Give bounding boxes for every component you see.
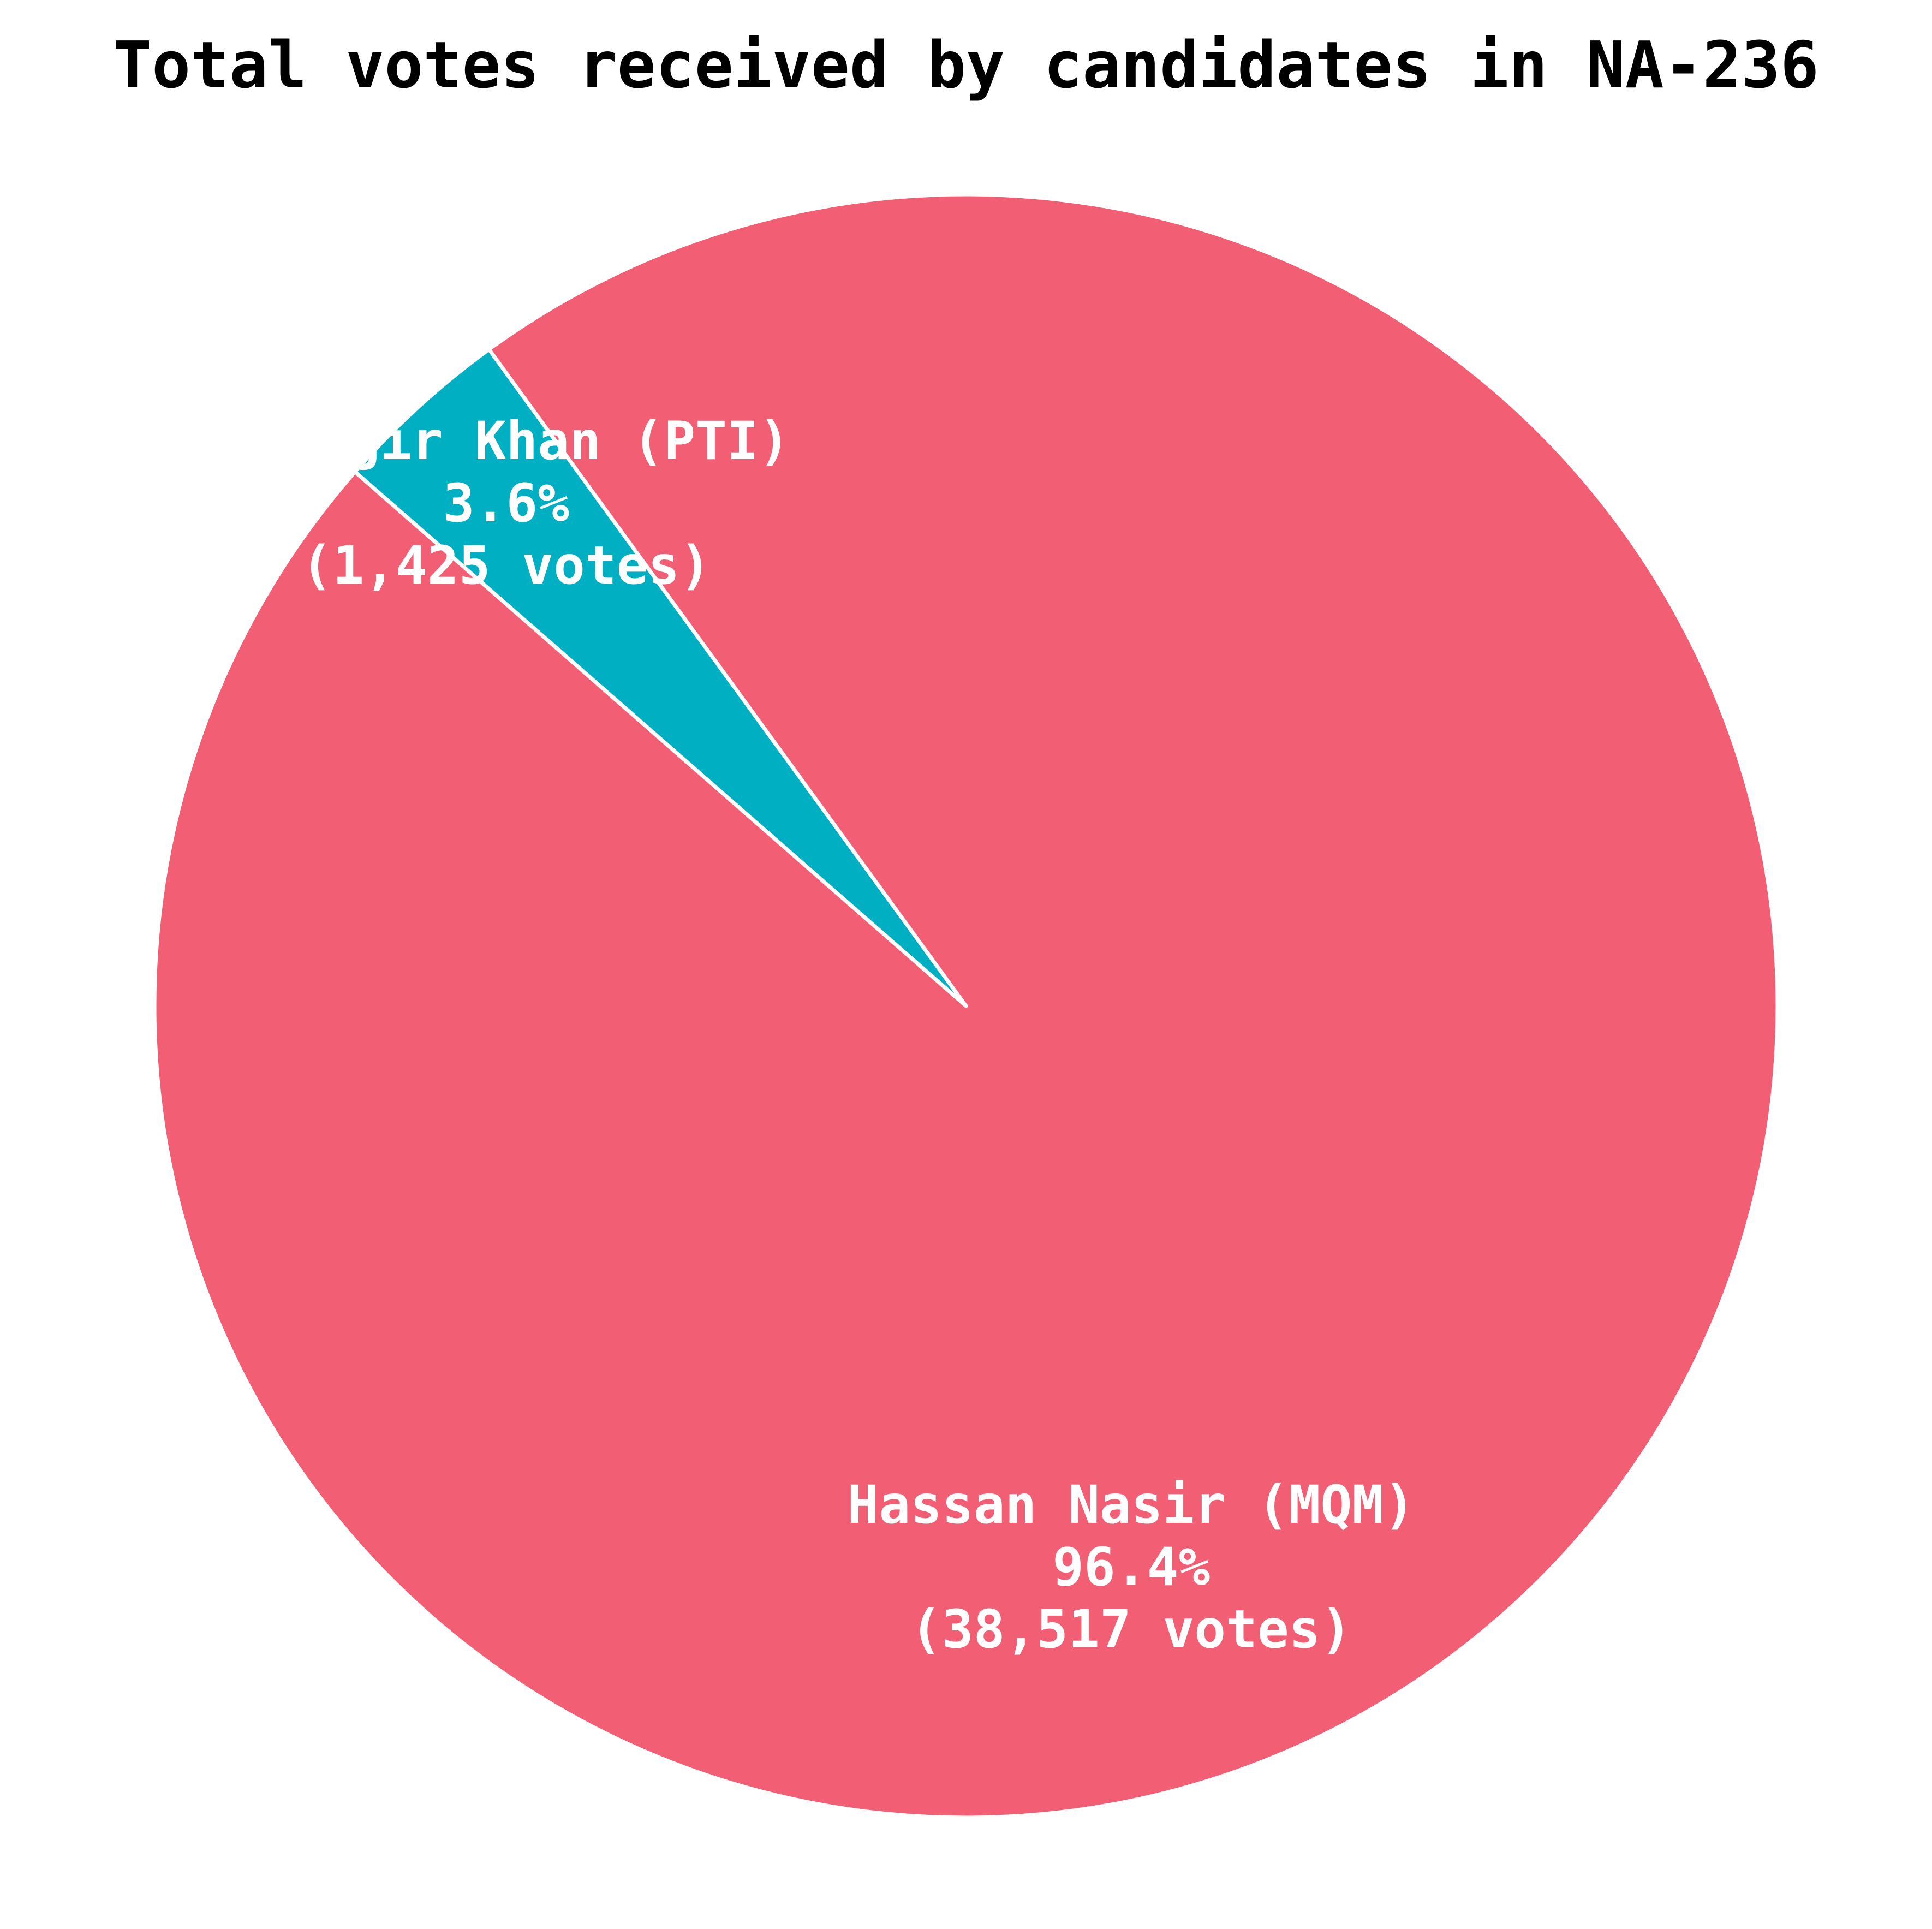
pie-slice — [353, 347, 968, 1008]
chart-title: Total votes received by candidates in NA… — [113, 27, 1819, 103]
slice-name-label: Hassan Nasir (MQM) — [848, 1474, 1415, 1535]
slice-percent-label: 96.4% — [1052, 1537, 1210, 1598]
pie-slices — [152, 192, 1780, 1820]
slice-percent-label: 3.6% — [443, 473, 569, 534]
slice-votes-label: (1,425 votes) — [301, 535, 711, 596]
pie-slice — [152, 192, 1780, 1820]
slice-votes-label: (38,517 votes) — [910, 1599, 1352, 1660]
pie-labels: Alamgir Khan (PTI)3.6%(1,425 votes) Hassa… — [222, 410, 1415, 1660]
slice-name-label: Alamgir Khan (PTI) — [222, 410, 790, 472]
